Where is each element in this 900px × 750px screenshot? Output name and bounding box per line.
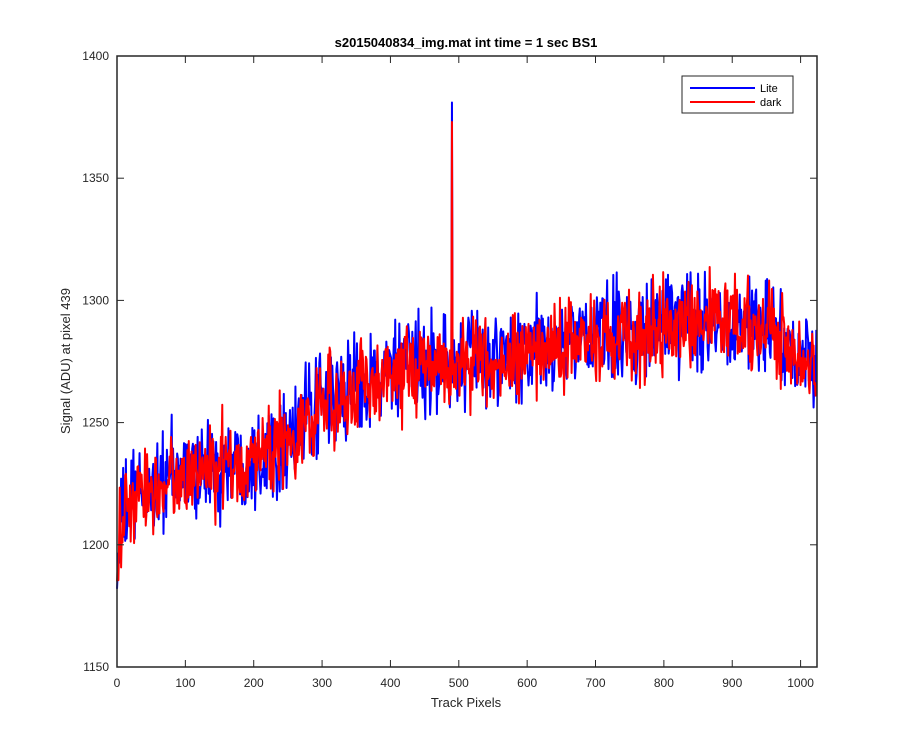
y-tick-label: 1250 [82,416,109,430]
legend-label-lite: Lite [760,83,778,95]
y-tick-label: 1150 [83,660,109,674]
x-axis-label: Track Pixels [431,695,502,710]
series-group [116,101,818,589]
x-tick-label: 600 [517,676,537,690]
y-tick-label: 1200 [82,538,109,552]
legend: Lite dark [681,75,794,114]
y-tick-label: 1400 [82,49,109,63]
legend-box [681,75,794,114]
x-tick-label: 800 [654,676,674,690]
x-tick-label: 200 [244,676,264,690]
chart-title: s2015040834_img.mat int time = 1 sec BS1 [335,35,598,50]
x-tick-label: 500 [449,676,469,690]
x-tick-label: 400 [380,676,400,690]
legend-label-dark: dark [760,97,782,109]
ticks-group: 0 100 200 300 400 500 600 700 800 900 1000 1150 1200… [82,49,817,690]
x-tick-label: 100 [175,676,195,690]
x-tick-label: 900 [722,676,742,690]
x-tick-label: 700 [586,676,606,690]
x-tick-label: 300 [312,676,332,690]
axes-group [116,55,818,668]
y-tick-label: 1300 [82,293,109,307]
x-tick-label: 1000 [787,676,814,690]
y-axis-label: Signal (ADU) at pixel 439 [58,288,73,434]
series-line-dark [116,120,818,582]
x-tick-label: 0 [114,676,121,690]
axes-box [116,55,818,668]
y-tick-label: 1350 [82,171,109,185]
